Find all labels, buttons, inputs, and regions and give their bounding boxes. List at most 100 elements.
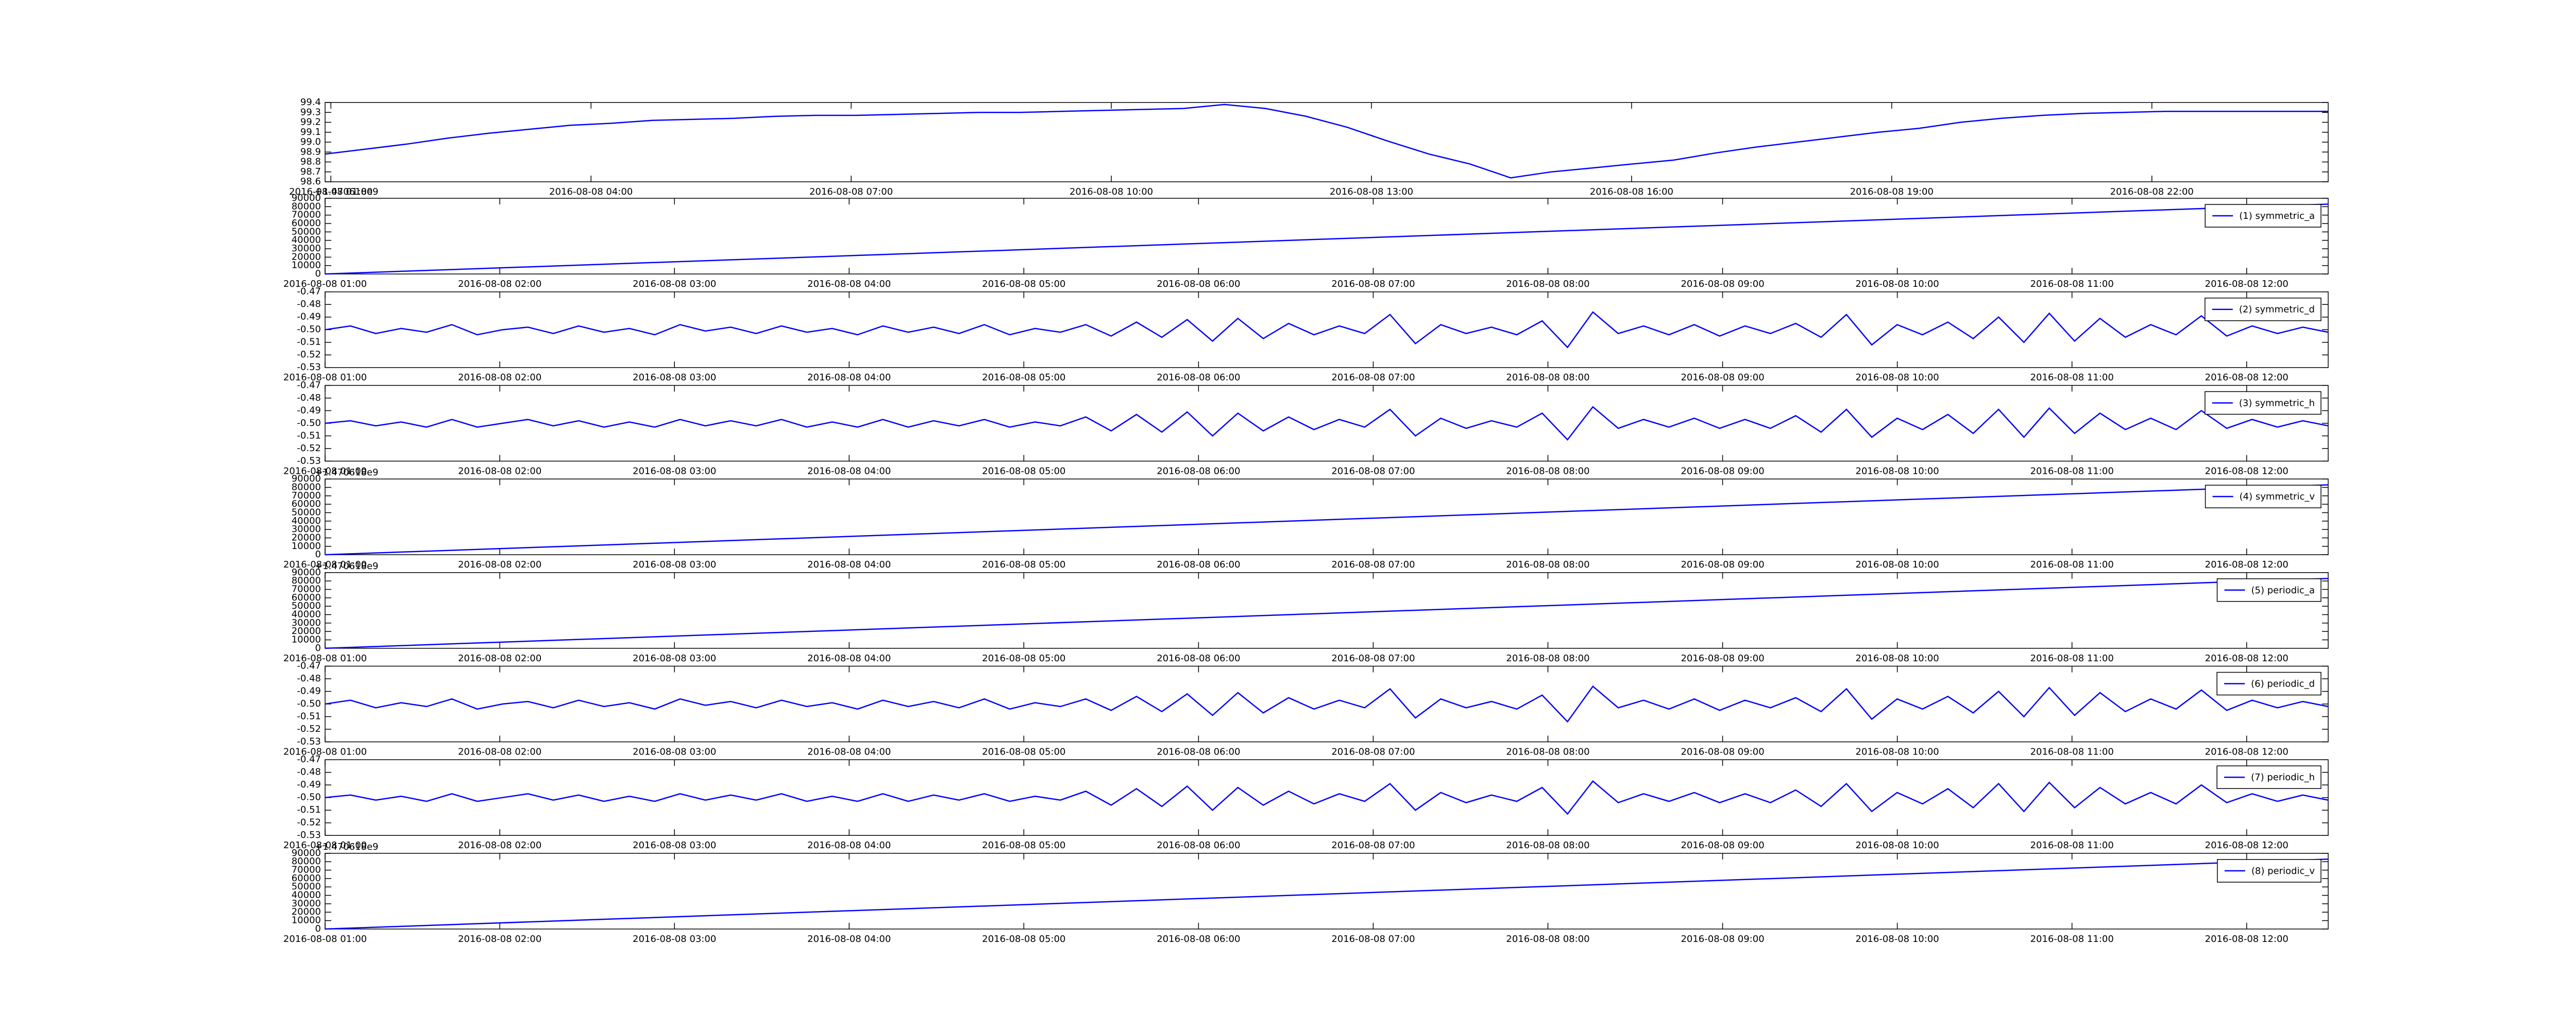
x-tick-label: 2016-08-08 04:00 [807, 747, 891, 758]
x-tick-label: 2016-08-08 08:00 [1506, 840, 1589, 851]
y-tick-label: 10000 [292, 260, 321, 271]
x-tick-label: 2016-08-08 11:00 [2030, 466, 2114, 476]
y-tick-label: 40000 [292, 890, 321, 901]
x-tick-label: 2016-08-08 01:00 [283, 747, 367, 758]
y-tick-label: 99.4 [300, 97, 321, 108]
y-tick-label: 10000 [292, 915, 321, 926]
x-tick-label: 2016-08-08 03:00 [633, 934, 716, 945]
y-tick-label: 99.1 [300, 127, 321, 138]
x-tick-label: 2016-08-08 07:00 [1331, 372, 1415, 383]
x-tick-label: 2016-08-08 04:00 [807, 653, 891, 664]
x-tick-label: 2016-08-08 06:00 [1157, 653, 1240, 664]
axes-frame [325, 198, 2329, 274]
y-tick-label: -0.48 [297, 392, 321, 403]
x-tick-label: 2016-08-08 02:00 [458, 372, 541, 383]
y-tick-label: -0.49 [297, 686, 321, 697]
legend: (2) symmetric_d [2205, 297, 2321, 321]
y-tick-label: 99.0 [300, 136, 321, 147]
axes-frame [325, 478, 2329, 555]
x-tick-label: 2016-08-08 09:00 [1681, 466, 1764, 476]
x-tick-label: 2016-08-08 02:00 [458, 840, 541, 851]
x-tick-label: 2016-08-08 03:00 [633, 466, 716, 476]
x-tick-label: 2016-08-08 06:00 [1157, 559, 1240, 570]
x-tick-label: 2016-08-08 11:00 [2030, 559, 2114, 570]
axes-frame [325, 853, 2329, 930]
y-tick-label: 40000 [292, 609, 321, 620]
x-tick-label: 2016-08-08 04:00 [807, 279, 891, 289]
series-line [325, 203, 2329, 275]
x-tick-label: 2016-08-08 03:00 [633, 840, 716, 851]
y-tick-label: 99.2 [300, 117, 321, 128]
y-tick-label: 98.6 [300, 176, 321, 187]
y-tick-label: 40000 [292, 516, 321, 526]
y-tick-label: 80000 [292, 482, 321, 492]
x-tick-label: 2016-08-08 11:00 [2030, 372, 2114, 383]
series-line [325, 406, 2329, 441]
series-line [325, 311, 2329, 349]
y-tick-label: 60000 [292, 592, 321, 603]
x-tick-label: 2016-08-08 03:00 [633, 372, 716, 383]
x-tick-label: 2016-08-08 05:00 [982, 559, 1065, 570]
y-tick-label: -0.50 [297, 792, 321, 803]
x-tick-label: 2016-08-08 04:00 [807, 372, 891, 383]
y-tick-label: 80000 [292, 575, 321, 586]
x-tick-label: 2016-08-08 06:00 [1157, 279, 1240, 289]
x-tick-label: 2016-08-08 12:00 [2205, 559, 2289, 570]
x-tick-label: 2016-08-08 01:00 [283, 279, 367, 289]
legend-label: (8) periodic_v [2251, 866, 2315, 877]
x-tick-label: 2016-08-08 09:00 [1681, 747, 1764, 758]
x-tick-label: 2016-08-08 11:00 [2030, 840, 2114, 851]
y-tick-label: -0.52 [297, 349, 321, 360]
legend-label: (2) symmetric_d [2239, 304, 2315, 315]
x-tick-label: 2016-08-08 04:00 [807, 559, 891, 570]
x-tick-label: 2016-08-08 02:00 [458, 934, 541, 945]
x-tick-label: 2016-08-08 10:00 [1856, 559, 1939, 570]
y-tick-label: 90000 [292, 193, 321, 203]
x-tick-label: 2016-08-08 19:00 [1850, 186, 1934, 197]
y-tick-label: 30000 [292, 617, 321, 628]
x-tick-label: 2016-08-08 09:00 [1681, 840, 1764, 851]
x-tick-label: 2016-08-08 08:00 [1506, 559, 1589, 570]
series-line [325, 685, 2329, 723]
y-tick-label: 99.3 [300, 107, 321, 117]
x-tick-label: 2016-08-08 07:00 [1331, 747, 1415, 758]
x-tick-label: 2016-08-08 09:00 [1681, 559, 1764, 570]
x-tick-label: 2016-08-08 10:00 [1856, 934, 1939, 945]
axes-frame [325, 759, 2329, 836]
y-tick-label: 90000 [292, 848, 321, 859]
x-tick-label: 2016-08-08 05:00 [982, 372, 1065, 383]
x-tick-label: 2016-08-08 04:00 [807, 840, 891, 851]
y-tick-label: -0.47 [297, 286, 321, 297]
x-tick-label: 2016-08-08 05:00 [982, 466, 1065, 476]
x-tick-label: 2016-08-08 04:00 [807, 934, 891, 945]
legend-label: (4) symmetric_v [2240, 491, 2315, 502]
y-tick-label: 0 [315, 549, 321, 560]
y-tick-label: 30000 [292, 524, 321, 535]
x-tick-label: 2016-08-08 08:00 [1506, 466, 1589, 476]
series-line [325, 484, 2329, 556]
x-tick-label: 2016-08-08 10:00 [1856, 840, 1939, 851]
x-tick-label: 2016-08-08 09:00 [1681, 372, 1764, 383]
y-tick-label: 50000 [292, 881, 321, 892]
series-line [325, 577, 2329, 649]
x-tick-label: 2016-08-08 07:00 [1331, 934, 1415, 945]
y-offset-label: +1.470618e9 [315, 561, 379, 572]
y-tick-label: -0.50 [297, 698, 321, 709]
x-tick-label: 2016-08-08 08:00 [1506, 279, 1589, 289]
legend-label: (5) periodic_a [2251, 585, 2315, 596]
x-tick-label: 2016-08-08 12:00 [2205, 934, 2289, 945]
x-tick-label: 2016-08-08 12:00 [2205, 279, 2289, 289]
y-tick-label: 70000 [292, 490, 321, 501]
y-tick-label: 90000 [292, 567, 321, 578]
x-tick-label: 2016-08-08 05:00 [982, 747, 1065, 758]
axes-frame [325, 102, 2329, 182]
y-tick-label: -0.52 [297, 817, 321, 828]
legend-label: (6) periodic_d [2251, 679, 2315, 690]
y-tick-label: 30000 [292, 243, 321, 254]
y-offset-label: +1.470618e9 [315, 842, 379, 852]
x-tick-label: 2016-08-08 09:00 [1681, 934, 1764, 945]
y-tick-label: -0.47 [297, 754, 321, 765]
x-tick-label: 2016-08-08 11:00 [2030, 279, 2114, 289]
x-tick-label: 2016-08-08 03:00 [633, 559, 716, 570]
